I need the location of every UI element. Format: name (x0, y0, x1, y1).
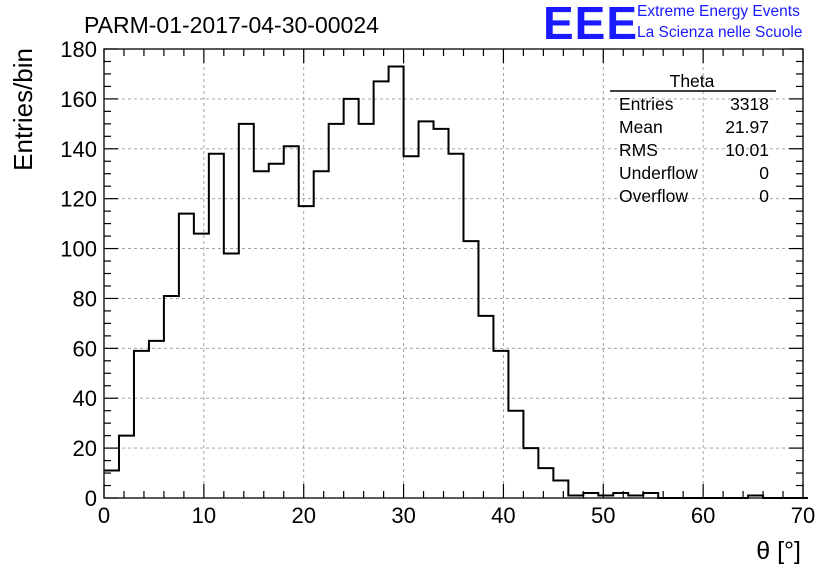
histogram-bin (523, 448, 538, 498)
histogram-line (104, 65, 808, 499)
histogram-bin (449, 154, 464, 498)
stats-value: 3318 (730, 94, 769, 114)
histogram-bin (493, 351, 508, 498)
y-tick-label: 100 (60, 237, 97, 262)
y-tick-labels: 0 20 40 60 80 100 120 140 160 180 (60, 37, 97, 511)
histogram-bin (269, 164, 284, 498)
histogram-bin (254, 171, 269, 498)
stats-label: RMS (619, 140, 658, 160)
stats-value: 21.97 (725, 117, 769, 137)
histogram-bin (194, 234, 209, 498)
x-tick-label: 20 (291, 503, 315, 528)
histogram-bin (329, 124, 344, 498)
histogram-bin (164, 296, 179, 498)
stats-label: Mean (619, 117, 663, 137)
histogram-bin (374, 81, 389, 498)
stats-value: 0 (759, 163, 769, 183)
stats-value: 0 (759, 186, 769, 206)
stats-label: Underflow (619, 163, 698, 183)
histogram-bin (314, 171, 329, 498)
histogram-bin (583, 493, 598, 498)
histogram-bin (104, 471, 119, 498)
eee-logo: EEE (543, 0, 639, 49)
histogram-bins (104, 66, 763, 498)
y-tick-label: 60 (73, 336, 97, 361)
y-tick-label: 40 (73, 386, 97, 411)
histogram-bin (209, 154, 224, 498)
chart-title: PARM-01-2017-04-30-00024 (84, 12, 379, 38)
grid-lines (104, 49, 803, 498)
histogram-bin (748, 496, 763, 498)
histogram-bin (628, 496, 643, 498)
y-tick-label: 0 (85, 486, 97, 511)
x-tick-label: 60 (691, 503, 715, 528)
histogram-bin (538, 468, 553, 498)
stats-label: Overflow (619, 186, 688, 206)
y-tick-label: 80 (73, 286, 97, 311)
x-tick-label: 10 (192, 503, 216, 528)
histogram-bin (149, 341, 164, 498)
stats-rows: Entries 3318 Mean 21.97 RMS 10.01 Underflow 0 Ov… (619, 94, 769, 206)
histogram-bin (613, 493, 628, 498)
histogram-bin (344, 99, 359, 498)
logo-line-2: La Scienza nelle Scuole (637, 24, 803, 41)
y-tick-label: 140 (60, 137, 97, 162)
histogram-bin (359, 124, 374, 498)
histogram-bin (508, 411, 523, 498)
histogram-bin (299, 206, 314, 498)
histogram-bin (119, 436, 134, 498)
y-tick-label: 180 (60, 37, 97, 62)
logo-line-1: Extreme Energy Events (637, 3, 800, 20)
stats-label: Entries (619, 94, 674, 114)
x-tick-label: 70 (791, 503, 815, 528)
y-tick-label: 120 (60, 187, 97, 212)
histogram-bin (553, 481, 568, 498)
histogram-bin (568, 496, 583, 498)
x-tick-label: 0 (98, 503, 110, 528)
x-tick-label: 30 (391, 503, 415, 528)
histogram-bin (598, 496, 613, 498)
y-tick-label: 20 (73, 436, 97, 461)
histogram-bin (478, 316, 493, 498)
x-tick-labels: 0 10 20 30 40 50 60 70 (98, 503, 815, 528)
histogram-bin (224, 254, 239, 498)
axis-ticks (103, 48, 804, 499)
stats-title: Theta (670, 71, 715, 91)
histogram-bin (434, 129, 449, 498)
histogram-bin (419, 121, 434, 498)
x-tick-label: 40 (491, 503, 515, 528)
histogram-bin (284, 146, 299, 498)
y-tick-label: 160 (60, 87, 97, 112)
stats-value: 10.01 (725, 140, 769, 160)
y-axis-label: Entries/bin (8, 48, 38, 171)
histogram-bin (404, 156, 419, 498)
histogram-bin (463, 241, 478, 498)
x-tick-label: 50 (591, 503, 615, 528)
histogram-bin (239, 124, 254, 498)
histogram-bin (179, 214, 194, 498)
histogram-bin (134, 351, 149, 498)
histogram-bin (643, 493, 658, 498)
stats-box: Theta Entries 3318 Mean 21.97 RMS 10.01 Underf… (610, 71, 776, 206)
histogram-bin (389, 66, 404, 498)
x-axis-label: θ [°] (756, 537, 801, 565)
